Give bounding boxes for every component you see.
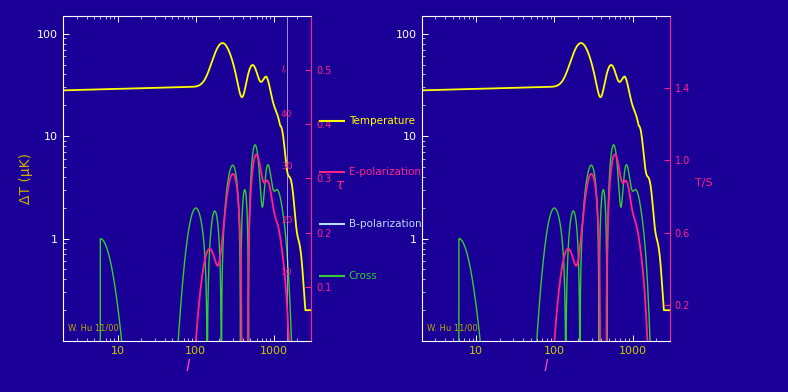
Text: 10: 10 [281, 268, 292, 277]
Text: 20: 20 [281, 216, 292, 225]
Text: Temperature: Temperature [349, 116, 414, 126]
Text: Cross: Cross [349, 271, 377, 281]
X-axis label: l: l [544, 359, 548, 374]
Text: $l_i$: $l_i$ [281, 63, 287, 76]
Text: B-polarization: B-polarization [349, 219, 422, 229]
Text: 40: 40 [281, 110, 292, 119]
Y-axis label: T/S: T/S [695, 178, 712, 189]
Text: E-polarization: E-polarization [349, 167, 421, 178]
X-axis label: l: l [185, 359, 189, 374]
Text: W. Hu 11/00: W. Hu 11/00 [426, 324, 478, 333]
Y-axis label: ΔT (μK): ΔT (μK) [19, 153, 33, 204]
Y-axis label: $\tau$: $\tau$ [335, 178, 345, 192]
Text: W. Hu 11/00: W. Hu 11/00 [68, 324, 119, 333]
Text: 30: 30 [281, 162, 292, 171]
